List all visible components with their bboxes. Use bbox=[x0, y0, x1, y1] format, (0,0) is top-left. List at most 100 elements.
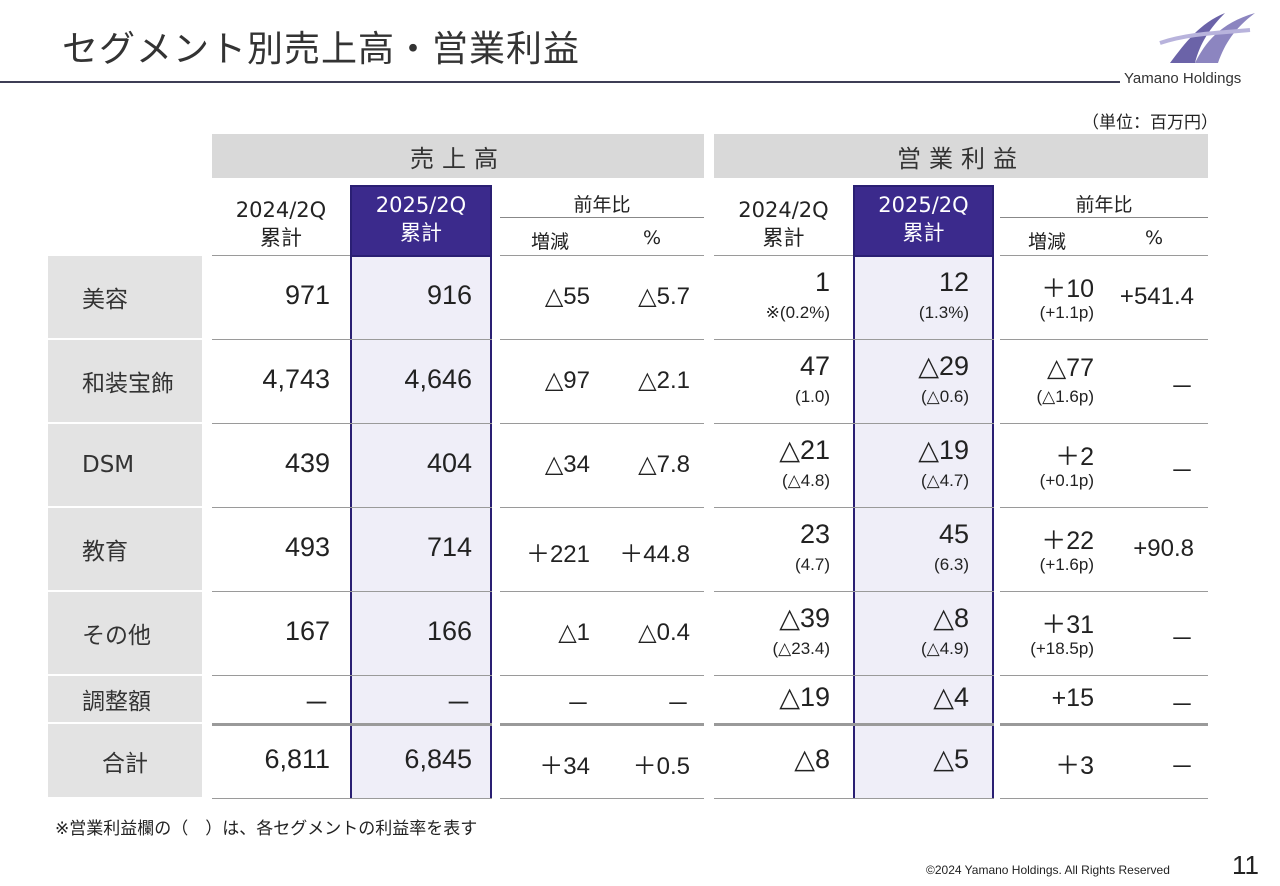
profit-pct-value: － bbox=[1170, 692, 1194, 719]
row-divider bbox=[350, 507, 492, 508]
profit-yoy-header: 前年比 bbox=[1075, 194, 1133, 216]
profit-2025-header: 2025/2Q 累計 bbox=[853, 185, 994, 257]
row-divider bbox=[500, 423, 704, 424]
sales-2025-header: 2025/2Q 累計 bbox=[350, 185, 492, 257]
sales-diff-value: △55 bbox=[544, 283, 590, 310]
profit-diff-ratio: (+1.6p) bbox=[1039, 555, 1094, 574]
sales-2025-value: 6,845 bbox=[404, 743, 472, 774]
profit-2025-value: △5 bbox=[933, 743, 969, 774]
sales-diff-value: △97 bbox=[544, 367, 590, 394]
profit-diff-header: 増減 bbox=[1027, 231, 1066, 253]
footnote: ※営業利益欄の（ ）は、各セグメントの利益率を表す bbox=[55, 819, 478, 839]
row-divider bbox=[212, 675, 350, 676]
profit-2025-ratio: (△0.6) bbox=[920, 387, 969, 406]
yamano-logo-icon bbox=[1159, 13, 1255, 63]
profit-diff-value: ＋22 bbox=[1041, 527, 1094, 555]
row-divider bbox=[1000, 339, 1208, 340]
sales-pct-header: % bbox=[642, 227, 662, 249]
row-divider bbox=[714, 507, 853, 508]
profit-2025-ratio: (△4.7) bbox=[920, 471, 969, 490]
sales-diff-header: 増減 bbox=[530, 231, 569, 253]
profit-2024-ratio: ※(0.2%) bbox=[765, 303, 830, 322]
profit-diff-ratio: (△1.6p) bbox=[1036, 387, 1094, 406]
row-divider bbox=[212, 723, 350, 726]
sales-2025-value: 404 bbox=[426, 448, 472, 478]
header-divider bbox=[714, 255, 853, 256]
row-divider bbox=[1000, 723, 1208, 726]
profit-2024-value: △8 bbox=[794, 743, 830, 774]
sales-pct-value: △7.8 bbox=[638, 451, 690, 478]
sales-2024-value: 493 bbox=[284, 532, 330, 562]
sales-yoy-header: 前年比 bbox=[573, 194, 631, 216]
row-label: 和装宝飾 bbox=[48, 340, 202, 422]
row-divider bbox=[1000, 591, 1208, 592]
sales-diff-value: △34 bbox=[544, 451, 590, 478]
profit-diff-value: ＋3 bbox=[1055, 751, 1094, 780]
profit-2025-ratio: (6.3) bbox=[934, 555, 969, 574]
row-divider bbox=[1000, 507, 1208, 508]
profit-diff-value: ＋31 bbox=[1041, 611, 1094, 639]
profit-2025-value: △19 bbox=[918, 435, 969, 465]
row-divider bbox=[1000, 423, 1208, 424]
row-divider bbox=[350, 423, 492, 424]
row-divider bbox=[500, 723, 704, 726]
profit-2024-header: 2024/2Q 累計 bbox=[738, 198, 829, 250]
profit-2024-value: △39 bbox=[779, 603, 830, 633]
profit-diff-ratio: (+1.1p) bbox=[1039, 303, 1094, 322]
profit-2024-value: 1 bbox=[814, 267, 830, 297]
profit-2024-value: △19 bbox=[779, 682, 830, 712]
row-divider bbox=[212, 423, 350, 424]
page-title: セグメント別売上高・営業利益 bbox=[62, 29, 581, 70]
header-divider bbox=[212, 255, 350, 256]
row-divider bbox=[853, 423, 994, 424]
header-divider bbox=[500, 255, 704, 256]
profit-2024-ratio: (△23.4) bbox=[772, 639, 830, 658]
profit-yoy-rule bbox=[1000, 217, 1208, 218]
profit-pct-header: % bbox=[1144, 227, 1164, 249]
profit-pct-value: － bbox=[1170, 626, 1194, 653]
sales-diff-value: △1 bbox=[558, 619, 590, 646]
row-divider bbox=[350, 798, 492, 799]
profit-pct-value: － bbox=[1170, 753, 1194, 781]
profit-2025-value: 45 bbox=[938, 519, 969, 549]
sales-2024-value: 4,743 bbox=[262, 364, 330, 394]
sales-2024-value: 6,811 bbox=[264, 743, 330, 774]
sales-2024-value: 971 bbox=[284, 280, 330, 310]
profit-diff-ratio: (+18.5p) bbox=[1030, 639, 1094, 658]
row-divider bbox=[714, 591, 853, 592]
row-label: DSM bbox=[48, 424, 202, 506]
row-divider bbox=[714, 423, 853, 424]
row-divider bbox=[350, 675, 492, 676]
row-divider bbox=[714, 339, 853, 340]
row-divider bbox=[500, 507, 704, 508]
row-divider bbox=[212, 507, 350, 508]
profit-pct-value: － bbox=[1170, 374, 1194, 401]
row-divider bbox=[714, 675, 853, 676]
page-number: 11 bbox=[1232, 850, 1259, 880]
sales-pct-value: △2.1 bbox=[638, 367, 690, 394]
row-label: 調整額 bbox=[48, 676, 202, 722]
row-divider bbox=[853, 723, 994, 726]
copyright: ©2024 Yamano Holdings. All Rights Reserv… bbox=[926, 863, 1170, 877]
sales-2025-column bbox=[350, 255, 492, 798]
profit-2025-column bbox=[853, 255, 994, 798]
sales-pct-value: ＋0.5 bbox=[632, 752, 690, 780]
row-divider bbox=[853, 675, 994, 676]
row-divider bbox=[350, 723, 492, 726]
sales-2025-value: 166 bbox=[426, 616, 472, 646]
profit-2025-ratio: (△4.9) bbox=[920, 639, 969, 658]
sales-pct-value: － bbox=[666, 691, 690, 718]
profit-diff-value: ＋2 bbox=[1055, 443, 1094, 471]
sales-2024-header: 2024/2Q 累計 bbox=[235, 198, 327, 250]
row-divider bbox=[350, 339, 492, 340]
row-divider bbox=[853, 339, 994, 340]
profit-diff-value: +15 bbox=[1051, 684, 1094, 712]
profit-diff-value: ＋10 bbox=[1041, 275, 1094, 303]
row-label: 美容 bbox=[48, 256, 202, 338]
unit-label: （単位：百万円） bbox=[1082, 113, 1218, 133]
row-divider bbox=[212, 798, 350, 799]
sales-diff-value: ＋34 bbox=[539, 752, 590, 780]
sales-2025-value: 916 bbox=[426, 280, 472, 310]
sales-2025-value: 4,646 bbox=[404, 364, 472, 394]
row-divider bbox=[500, 798, 704, 799]
